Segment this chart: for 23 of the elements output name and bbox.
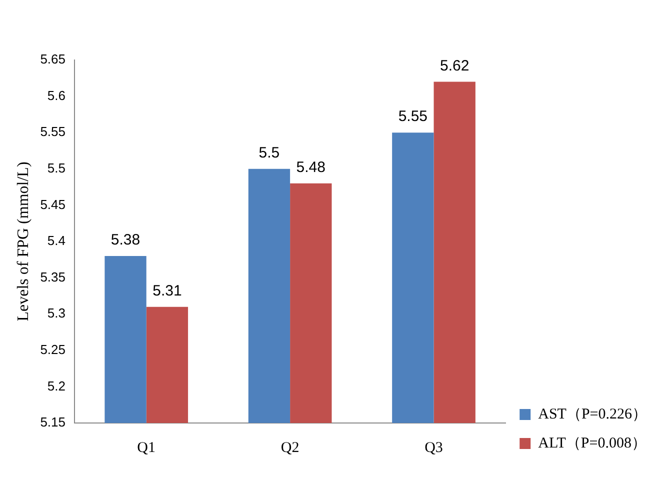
x-tick-label: Q1 [137,440,156,456]
y-tick-label: 5.25 [40,342,66,357]
y-tick-label: 5.35 [40,269,66,284]
legend-label: AST（P=0.226） [538,406,647,422]
y-tick-label: 5.6 [47,88,66,103]
data-label: 5.62 [440,57,470,74]
y-tick-label: 5.45 [40,196,66,212]
data-label: 5.38 [110,232,140,249]
data-label: 5.48 [296,159,326,176]
x-tick-label: Q3 [424,440,443,456]
data-label: 5.5 [258,144,280,162]
x-tick-label: Q2 [280,440,300,456]
y-tick-label: 5.55 [40,124,66,140]
y-tick-label: 5.2 [47,378,66,394]
data-label: 5.55 [398,108,428,126]
y-tick-label: 5.4 [47,233,66,248]
y-tick-label: 5.15 [40,414,66,430]
y-tick-label: 5.5 [47,160,66,176]
legend-label: ALT（P=0.008） [538,435,646,452]
data-label: 5.31 [152,282,182,300]
y-axis-title: Levels of FPG (mmol/L) [14,162,32,322]
y-tick-label: 5.65 [40,52,66,67]
y-tick-label: 5.3 [47,306,66,321]
